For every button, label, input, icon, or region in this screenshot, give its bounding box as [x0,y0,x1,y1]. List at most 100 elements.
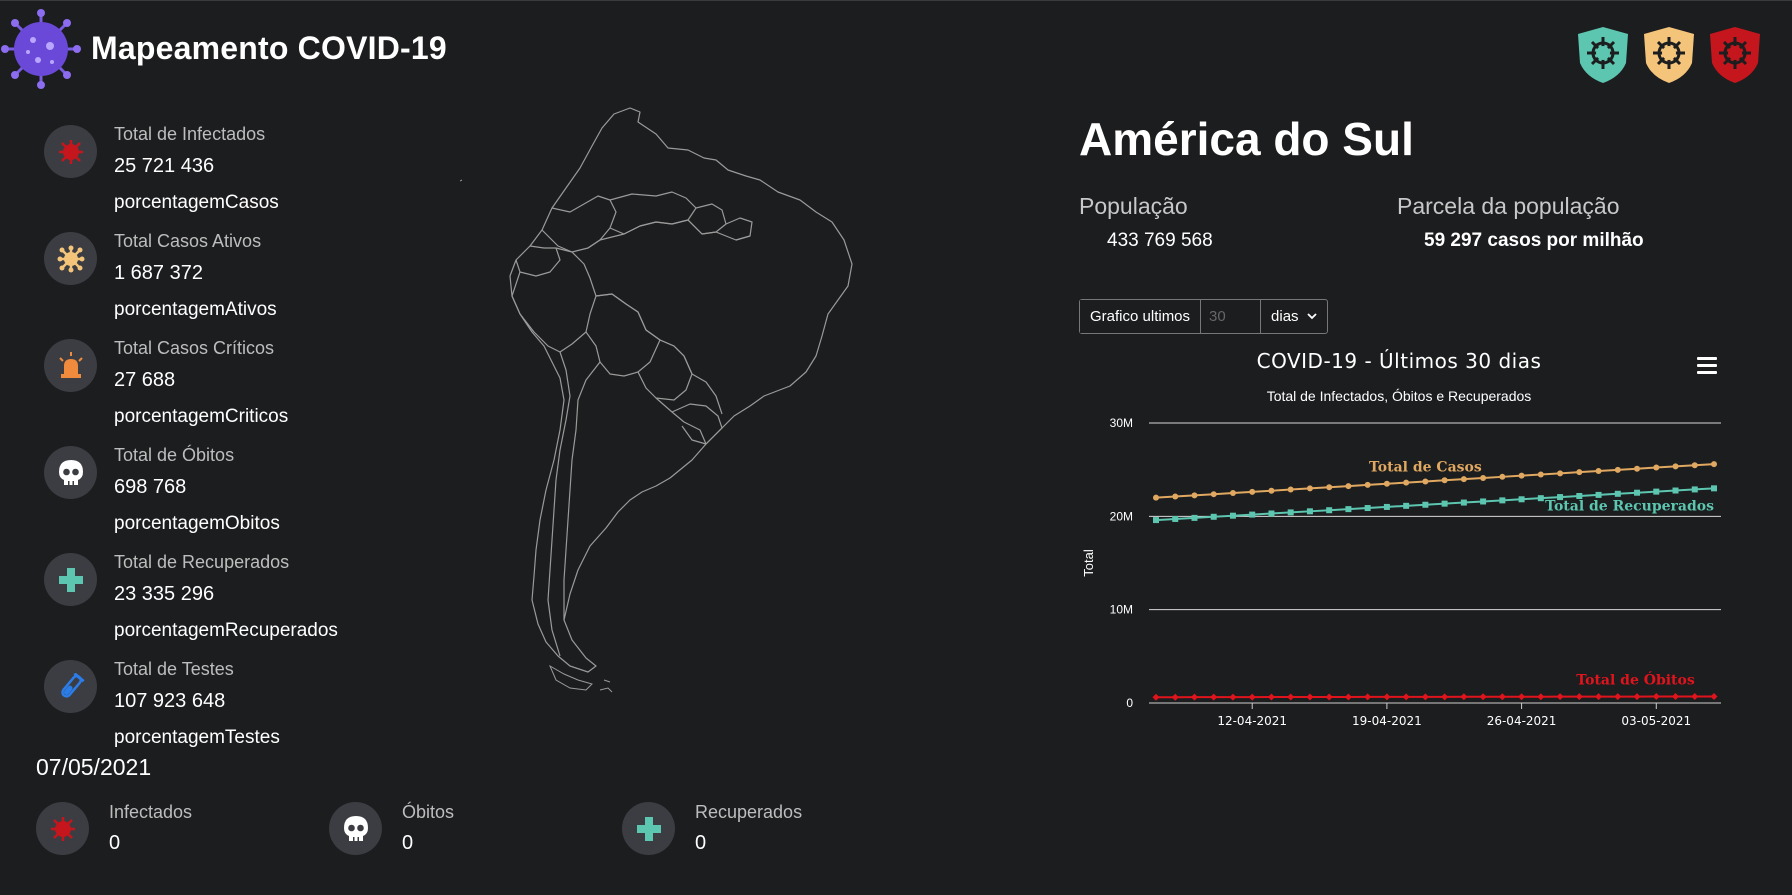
border-ecuador [515,245,561,277]
x-tick-label: 26-04-2021 [1487,714,1557,725]
data-point [1268,487,1275,494]
stat-testes: Total de Testes 107 923 648 porcentagemT… [44,653,524,760]
stat-label: Total de Óbitos [114,445,235,465]
data-point [1691,462,1698,469]
x-tick-label: 12-04-2021 [1217,714,1287,725]
border-paraguay [637,339,693,401]
data-point [1614,693,1622,701]
data-point [1287,693,1295,701]
data-point [1422,478,1429,485]
x-tick-label: 03-05-2021 [1621,714,1691,725]
unit-select[interactable]: dias [1261,300,1327,333]
stat-percentage: porcentagemObitos [114,513,280,534]
days-input[interactable] [1201,300,1262,333]
daily-label: Infectados [109,802,193,822]
stat-value: 25 721 436 [114,155,215,177]
border-brazil [587,219,751,415]
border-peru [511,247,597,353]
data-point [1518,693,1526,701]
stat-value: 698 768 [114,476,187,498]
data-point [1537,693,1545,701]
virus-logo-icon [1,9,81,89]
virus-shield-green-icon[interactable] [1576,25,1630,85]
series-label: Total de Casos [1369,459,1482,475]
data-point [1710,692,1718,700]
data-point [1403,502,1410,509]
border-chile [547,351,571,657]
data-point [1460,499,1467,506]
data-point [1614,466,1621,473]
stat-percentage: porcentagemCriticos [114,406,289,427]
covid-chart: 0 10M 20M 30M 12-04-2021 19-04-2021 26-04-2021… [1079,345,1729,725]
population-label: População [1079,193,1188,219]
stat-value: 107 923 648 [114,690,226,712]
virus-shield-red-icon[interactable] [1708,25,1762,85]
stat-label: Total de Infectados [114,124,266,144]
test-tube-icon [44,660,97,713]
data-point [1172,515,1179,522]
data-point [1614,490,1621,497]
data-point [1711,485,1717,492]
virus-shield-yellow-icon[interactable] [1642,25,1696,85]
stat-value: 1 687 372 [114,262,203,284]
plus-icon [622,802,675,855]
continent-outline [509,107,853,673]
data-point [1421,693,1429,701]
hamburger-menu-icon[interactable] [1697,357,1717,375]
y-tick-label: 10M [1110,603,1133,617]
data-point [1171,693,1179,701]
data-point [1537,495,1544,502]
header: Mapeamento COVID-19 [0,0,1792,100]
data-point [1460,476,1467,483]
stat-label: Total Casos Ativos [114,231,262,251]
app-title: Mapeamento COVID-19 [91,30,447,66]
data-point [1229,693,1237,701]
data-point [1595,491,1602,498]
stat-percentage: porcentagemTestes [114,727,280,748]
stat-infectados: Total de Infectados 25 721 436 porcentag… [44,118,524,225]
data-point [1711,461,1717,468]
border-uruguay [671,403,723,445]
data-point [1653,488,1660,495]
data-point [1267,693,1275,701]
data-point [1634,465,1641,472]
data-point [1499,473,1506,480]
daily-label: Óbitos [402,802,455,822]
data-point [1229,512,1236,519]
data-point [1306,693,1314,701]
series-line [1155,695,1715,699]
data-point [1306,508,1313,515]
data-point [1383,503,1390,510]
data-point [1287,509,1294,516]
siren-icon [44,339,97,392]
data-point [1345,506,1352,513]
skull-icon [44,446,97,499]
data-point [1672,487,1679,494]
data-point [1498,693,1506,701]
data-point [1479,693,1487,701]
data-point [1653,464,1660,471]
data-point [1210,693,1218,701]
data-point [1595,468,1602,475]
data-point [1190,693,1198,701]
data-point [1153,494,1159,501]
data-point [1306,485,1313,492]
south-america-map[interactable] [460,100,940,720]
data-point [1403,479,1410,486]
border-guianas [687,203,753,241]
data-point [1499,497,1506,504]
population-share-value: 59 297 casos por milhão [1424,230,1644,251]
data-point [1383,693,1391,701]
series-line [1155,463,1715,499]
stat-value: 23 335 296 [114,583,215,605]
data-point [1672,693,1680,701]
data-point [1652,693,1660,701]
daily-label: Recuperados [695,802,803,822]
data-point [1441,500,1448,507]
data-point [1191,492,1198,499]
stat-value: 27 688 [114,369,176,391]
stats-panel: Total de Infectados 25 721 436 porcentag… [44,118,524,760]
x-tick-label: 19-04-2021 [1352,714,1422,725]
data-point [1210,491,1217,498]
chart-plot: 0 10M 20M 30M 12-04-2021 19-04-2021 26-04-2021… [1081,416,1721,725]
